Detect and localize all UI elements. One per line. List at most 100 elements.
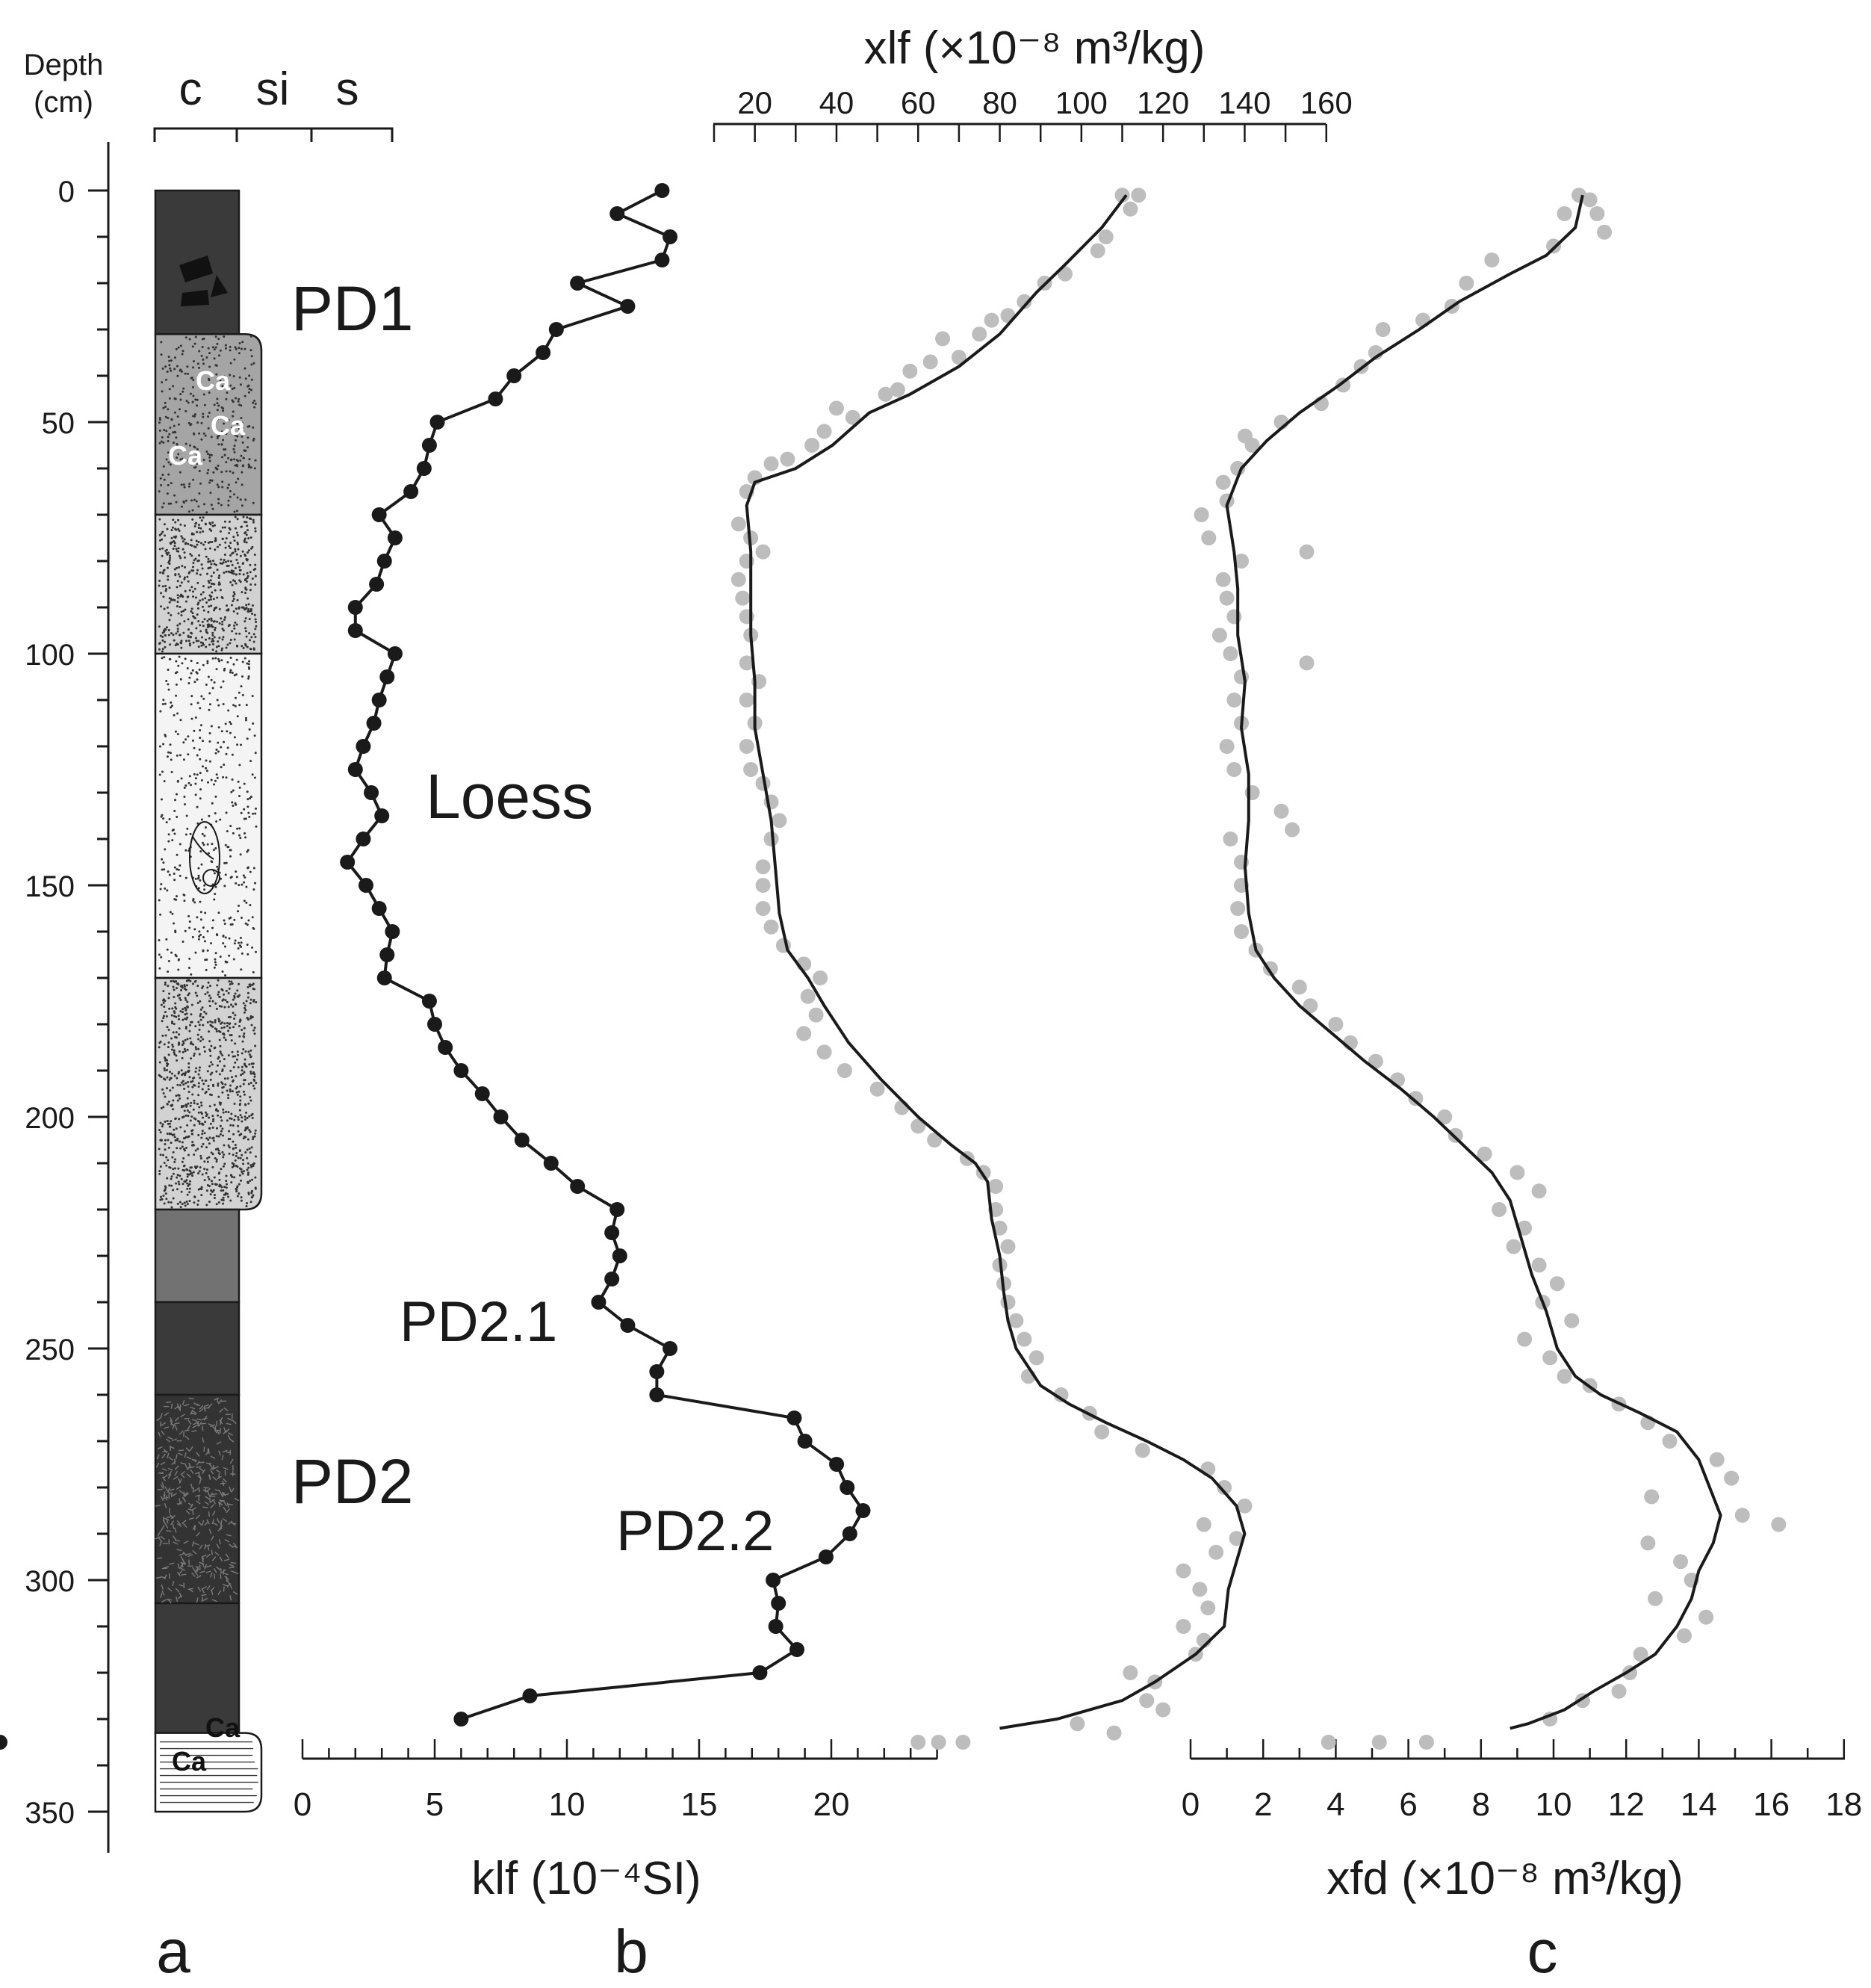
sediment-dot (170, 1201, 173, 1204)
sediment-dot (198, 470, 201, 473)
root-mark (219, 1499, 225, 1503)
sediment-dot (177, 1043, 180, 1046)
sediment-dot (176, 586, 179, 589)
sediment-dot (168, 1125, 171, 1128)
root-mark (216, 1441, 222, 1445)
xfd-point (1211, 628, 1227, 643)
sediment-dot (167, 1028, 170, 1031)
sediment-dot (169, 427, 172, 430)
sediment-dot (191, 385, 194, 388)
sediment-dot (176, 550, 179, 553)
root-mark (228, 1520, 233, 1525)
klf-point (536, 345, 551, 360)
xlf-point (1196, 1517, 1211, 1532)
sediment-dot (183, 988, 186, 991)
sediment-dot (214, 628, 217, 631)
sediment-dot (229, 547, 232, 550)
xlf-point (1017, 294, 1032, 309)
klf-point (387, 530, 403, 545)
sediment-dot (249, 1164, 252, 1167)
sediment-dot (196, 453, 199, 456)
sediment-dot (252, 812, 255, 815)
sediment-dot (187, 994, 190, 997)
sediment-dot (208, 1105, 211, 1108)
klf-point (427, 1017, 442, 1032)
sediment-dot (177, 423, 180, 426)
burrow-trace (189, 821, 220, 894)
sediment-dot (223, 1058, 226, 1061)
sediment-dot (190, 456, 193, 459)
sediment-dot (234, 1055, 237, 1058)
root-mark (202, 1506, 208, 1508)
sediment-dot (187, 618, 190, 621)
sediment-dot (210, 563, 213, 566)
sediment-dot (193, 545, 196, 548)
sediment-dot (227, 1195, 230, 1198)
sediment-dot (176, 994, 179, 997)
root-mark (199, 1405, 204, 1410)
root-mark (195, 1471, 201, 1475)
sediment-dot (236, 518, 239, 521)
xlf-point (739, 739, 754, 754)
xlf-point (1176, 1563, 1191, 1579)
klf-point (403, 484, 419, 499)
sediment-dot (233, 994, 236, 997)
sediment-dot (247, 663, 250, 666)
sediment-dot (254, 459, 257, 462)
sediment-dot (178, 1118, 181, 1121)
sediment-dot (233, 450, 236, 453)
root-mark (195, 1514, 200, 1520)
sediment-dot (224, 1083, 227, 1086)
sediment-dot (235, 658, 238, 661)
sediment-dot (221, 1091, 224, 1094)
xlf-point (988, 1179, 1004, 1194)
klf-tick-label: 5 (426, 1786, 444, 1823)
sediment-dot (169, 743, 172, 746)
root-mark (211, 1493, 217, 1496)
sediment-dot (168, 601, 171, 604)
sediment-dot (230, 1003, 233, 1006)
root-mark (166, 1518, 169, 1524)
sediment-dot (238, 352, 241, 355)
sediment-dot (169, 643, 172, 646)
sediment-dot (231, 672, 234, 675)
root-mark (188, 1462, 192, 1468)
root-mark (161, 1468, 167, 1472)
sediment-dot (178, 1041, 181, 1044)
klf-point (604, 1225, 620, 1240)
sediment-dot (217, 993, 220, 996)
sediment-dot (255, 807, 258, 810)
sediment-dot (235, 1146, 238, 1149)
sediment-dot (220, 471, 223, 474)
sediment-dot (158, 953, 161, 956)
sediment-dot (167, 1159, 170, 1162)
sediment-dot (197, 1111, 200, 1114)
sediment-dot (232, 1140, 235, 1143)
sediment-dot (167, 997, 170, 1000)
sediment-dot (174, 1118, 177, 1121)
sediment-dot (200, 354, 203, 357)
sediment-dot (208, 637, 211, 640)
sediment-dot (166, 1177, 169, 1180)
xfd-point (1734, 1508, 1750, 1523)
sediment-dot (210, 1061, 213, 1064)
xlf-point (1000, 1295, 1016, 1310)
sediment-dot (158, 899, 161, 902)
sediment-dot (163, 780, 166, 783)
sediment-dot (252, 1072, 255, 1075)
sediment-dot (184, 1006, 187, 1009)
root-mark (195, 1568, 198, 1574)
sediment-dot (238, 1174, 241, 1177)
sediment-dot (220, 1130, 223, 1133)
sediment-dot (199, 724, 202, 727)
sediment-dot (199, 1154, 202, 1157)
sediment-dot (229, 560, 232, 563)
xfd-point (1215, 572, 1231, 587)
root-mark (181, 1520, 187, 1524)
sediment-dot (170, 706, 173, 709)
root-mark (155, 1536, 161, 1540)
sediment-dot (202, 985, 205, 988)
sediment-dot (166, 527, 169, 530)
sediment-dot (230, 1039, 233, 1042)
klf-point (752, 1665, 768, 1680)
